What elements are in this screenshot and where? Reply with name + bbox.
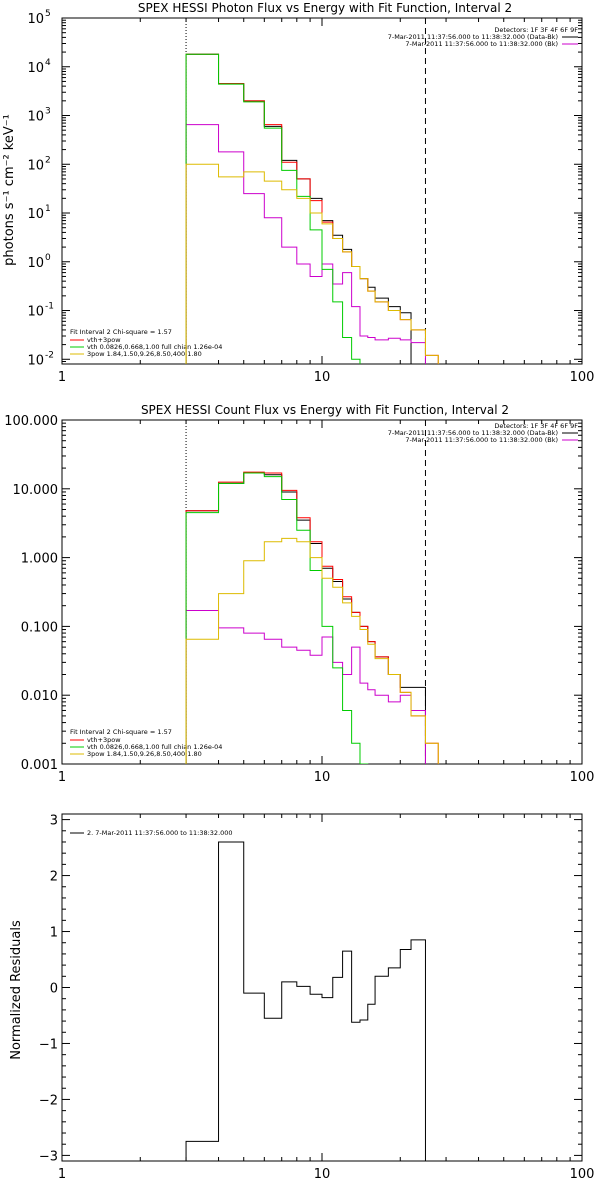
x-tick-label: 10 xyxy=(314,770,331,785)
residuals-ylabel: Normalized Residuals xyxy=(9,920,24,1060)
y-tick-label: 10 xyxy=(27,256,44,271)
x-tick-label: 100 xyxy=(570,1167,595,1182)
y-tick-label: 10 xyxy=(27,353,44,368)
y-tick-label: 10 xyxy=(27,61,44,76)
data-histogram xyxy=(185,472,426,764)
residual-legend-label: 2. 7-Mar-2011 11:37:56.000 to 11:38:32.0… xyxy=(87,829,233,837)
y-tick-label: 3 xyxy=(50,814,58,829)
y-tick-label: 10 xyxy=(27,207,44,222)
y-tick-label: 2 xyxy=(50,870,58,885)
y-tick-exponent: 5 xyxy=(45,9,51,19)
y-tick-label: 10.000 xyxy=(13,483,59,498)
y-tick-label: 10 xyxy=(27,12,44,27)
y-tick-exponent: 0 xyxy=(45,253,51,263)
data-histogram xyxy=(185,841,426,1161)
x-tick-label: 1 xyxy=(58,370,66,385)
y-tick-exponent: 1 xyxy=(45,204,51,214)
y-tick-label: 0.100 xyxy=(21,620,58,635)
fit-interval-text: Fit Interval 2 Chi-square = 1.57 xyxy=(70,328,172,336)
pow-legend-label-2: 3pow 1.84,1.50,9.26,8.50,400,1.80 xyxy=(87,750,202,758)
detectors-info: Detectors: 1F 3F 4F 6F 9F xyxy=(494,26,578,34)
residuals-panel: 2. 7-Mar-2011 11:37:56.000 to 11:38:32.0… xyxy=(9,813,595,1182)
background-histogram xyxy=(185,610,426,764)
y-tick-exponent: 2 xyxy=(45,155,51,165)
pow-legend-label: 3pow 1.84,1.50,9.26,8.50,400,1.80 xyxy=(87,350,202,358)
background-histogram xyxy=(185,124,426,364)
y-tick-label: −3 xyxy=(39,1149,58,1164)
total-fit-histogram xyxy=(185,471,439,764)
bk-interval-info: 7-Mar-2011 11:37:56.000 to 11:38:32.000 … xyxy=(405,40,558,48)
power-law-fit-histogram xyxy=(185,163,439,364)
y-tick-label: 1.000 xyxy=(21,552,58,567)
y-tick-label: 10 xyxy=(27,305,44,320)
photon-flux-ylabel: photons s⁻¹ cm⁻² keV⁻¹ xyxy=(2,114,17,266)
y-tick-exponent: -2 xyxy=(45,350,54,360)
detectors-info-2: Detectors: 1F 3F 4F 6F 9F xyxy=(494,422,578,430)
photon-flux-title: SPEX HESSI Photon Flux vs Energy with Fi… xyxy=(138,1,512,15)
y-tick-label: 10 xyxy=(27,158,44,173)
plot-frame xyxy=(61,813,583,1162)
y-tick-label: −2 xyxy=(39,1093,58,1108)
x-tick-label: 10 xyxy=(314,1167,331,1182)
y-tick-exponent: -1 xyxy=(45,302,54,312)
y-tick-label: 0.010 xyxy=(21,689,58,704)
photon-flux-panel: SPEX HESSI Photon Flux vs Energy with Fi… xyxy=(2,1,594,385)
data-interval-info: 7-Mar-2011 11:37:56.000 to 11:38:32.000 … xyxy=(388,33,558,41)
bk-interval-info-2: 7-Mar-2011 11:37:56.000 to 11:38:32.000 … xyxy=(405,436,558,444)
total-legend-label-2: vth+3pow xyxy=(87,736,121,744)
data-histogram xyxy=(185,53,412,364)
x-tick-label: 1 xyxy=(58,770,66,785)
plot-frame xyxy=(61,17,583,365)
y-tick-label: −1 xyxy=(39,1037,58,1052)
y-tick-label: 0.001 xyxy=(21,758,58,773)
data-interval-info-2: 7-Mar-2011 11:37:56.000 to 11:38:32.000 … xyxy=(388,429,558,437)
x-tick-label: 100 xyxy=(570,770,595,785)
y-tick-label: 100.000 xyxy=(4,414,58,429)
y-tick-label: 10 xyxy=(27,110,44,125)
y-tick-exponent: 4 xyxy=(45,58,51,68)
power-law-fit-histogram xyxy=(185,537,439,764)
thermal-fit-histogram xyxy=(185,472,376,764)
fit-interval-text-2: Fit Interval 2 Chi-square = 1.57 xyxy=(70,728,172,736)
count-flux-title: SPEX HESSI Count Flux vs Energy with Fit… xyxy=(141,403,509,417)
total-legend-label: vth+3pow xyxy=(87,336,121,344)
x-tick-label: 10 xyxy=(314,370,331,385)
count-flux-panel: SPEX HESSI Count Flux vs Energy with Fit… xyxy=(4,403,594,785)
y-tick-exponent: 3 xyxy=(45,107,51,117)
vth-legend-label: vth 0.0826,0.668,1.00 full chian 1.26e-0… xyxy=(87,343,222,351)
y-tick-label: 0 xyxy=(50,982,58,997)
y-tick-label: 1 xyxy=(50,926,58,941)
x-tick-label: 1 xyxy=(58,1167,66,1182)
vth-legend-label-2: vth 0.0826,0.668,1.00 full chian 1.26e-0… xyxy=(87,743,222,751)
x-tick-label: 100 xyxy=(570,370,595,385)
thermal-fit-histogram xyxy=(185,53,369,364)
